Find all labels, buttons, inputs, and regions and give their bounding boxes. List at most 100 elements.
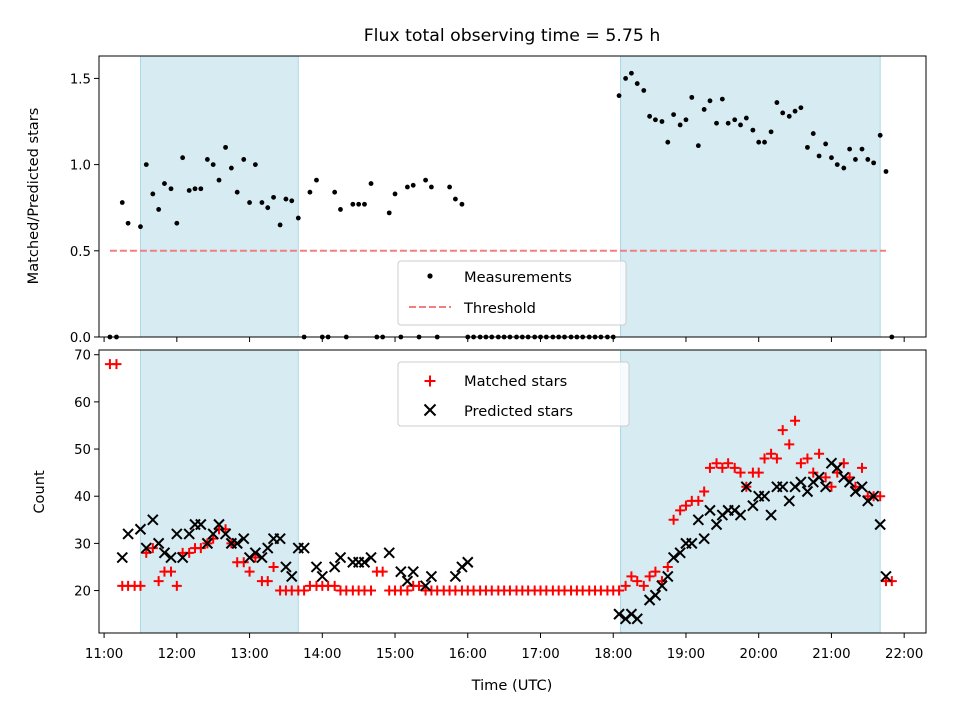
- measurements-point: [738, 122, 743, 128]
- matched-stars-point: [808, 467, 819, 478]
- matched-stars-point: [644, 571, 655, 582]
- predicted-stars-point: [449, 570, 462, 583]
- matched-stars-point: [668, 514, 679, 525]
- predicted-stars-point: [147, 514, 159, 526]
- bottom-legend: Matched stars Predicted stars: [397, 361, 630, 427]
- measurements-point: [198, 186, 204, 192]
- matched-stars-point: [729, 462, 740, 473]
- measurements-point: [277, 222, 283, 228]
- measurements-point: [350, 201, 356, 207]
- matched-stars-point: [153, 576, 164, 587]
- predicted-stars-point: [783, 495, 795, 507]
- measurements-point: [847, 146, 853, 152]
- measurements-point: [677, 122, 683, 128]
- measurements-point: [228, 165, 234, 171]
- measurements-point: [816, 153, 822, 159]
- matched-stars-point: [262, 576, 273, 587]
- measurements-point: [743, 115, 749, 121]
- predicted-stars-point: [395, 565, 407, 578]
- matched-stars-point: [414, 580, 425, 591]
- predicted-stars-point: [674, 547, 686, 559]
- matched-stars-point: [856, 462, 867, 473]
- measurements-point: [683, 117, 689, 123]
- measurements-point: [453, 196, 458, 202]
- measurements-point: [714, 120, 719, 126]
- measurements-point: [223, 144, 228, 150]
- measurements-point: [641, 88, 647, 93]
- measurements-point: [829, 155, 834, 161]
- matched-stars-point: [814, 448, 825, 459]
- measurements-point: [410, 182, 416, 188]
- bottom-panel: 20 30 40 50 60 70 11:00 12:00 13:00 14:00 15:00 16:…: [31, 349, 927, 694]
- matched-stars-point: [723, 458, 734, 469]
- x-tick-label: 15:00: [376, 647, 414, 662]
- matched-stars-point: [795, 458, 806, 469]
- matched-stars-point: [244, 566, 255, 577]
- measurements-point: [143, 162, 149, 168]
- predicted-stars-point: [813, 471, 825, 484]
- measurements-point: [216, 177, 222, 183]
- predicted-stars-point: [383, 547, 395, 559]
- predicted-stars-point: [795, 476, 807, 488]
- predicted-stars-point: [747, 499, 759, 512]
- predicted-stars-point: [165, 551, 177, 564]
- predicted-stars-point: [316, 570, 329, 583]
- matched-stars-point: [650, 566, 661, 577]
- predicted-stars-point: [274, 532, 286, 545]
- matched-stars-point: [329, 580, 340, 591]
- legend-label-threshold: Threshold: [463, 300, 536, 317]
- predicted-stars-point: [116, 551, 128, 564]
- measurements-point: [162, 181, 167, 186]
- predicted-stars-point: [843, 476, 856, 488]
- x-tick-label: 11:00: [85, 647, 123, 662]
- predicted-stars-point: [801, 485, 814, 498]
- measurements-point: [423, 177, 428, 183]
- measurements-point: [259, 200, 265, 205]
- measurements-point: [174, 220, 180, 226]
- legend-label-matched-stars: Matched stars: [464, 373, 567, 390]
- predicted-stars-point: [176, 551, 189, 564]
- measurements-point: [653, 117, 658, 123]
- legend-label-measurements: Measurements: [464, 269, 572, 286]
- top-legend: Measurements Threshold: [397, 260, 627, 326]
- predicted-stars-point: [207, 528, 219, 540]
- legend-marker-measurements: [427, 273, 433, 279]
- predicted-stars-point: [631, 613, 643, 625]
- predicted-stars-point: [758, 490, 771, 502]
- matched-stars-point: [680, 500, 691, 511]
- measurements-point: [756, 139, 762, 145]
- measurements-point: [186, 188, 192, 193]
- measurements-point: [647, 113, 653, 119]
- matched-stars-point: [166, 566, 177, 577]
- measurements-point: [659, 119, 665, 124]
- measurements-point: [362, 201, 367, 207]
- measurements-point: [798, 105, 804, 111]
- x-tick-label: 22:00: [885, 647, 923, 662]
- measurements-point: [665, 139, 671, 145]
- measurements-point: [404, 184, 410, 190]
- measurements-point: [823, 141, 829, 147]
- measurements-point: [314, 177, 319, 183]
- predicted-stars-point: [656, 580, 668, 592]
- measurements-point: [156, 207, 162, 212]
- measurements-point: [877, 132, 883, 138]
- measurements-point: [853, 157, 858, 162]
- predicted-stars-point: [286, 570, 298, 583]
- predicted-stars-point: [692, 514, 705, 526]
- x-axis-label: Time (UTC): [471, 677, 553, 694]
- measurements-point: [725, 120, 731, 126]
- measurements-point: [707, 98, 713, 104]
- bottom-series: [104, 359, 897, 625]
- top-ticks: 0.0 0.5 1.0 1.5: [70, 72, 905, 346]
- measurements-point: [119, 200, 125, 205]
- measurements-point: [883, 169, 889, 174]
- predicted-stars-point: [310, 561, 323, 573]
- predicted-stars-point: [256, 551, 268, 564]
- predicted-stars-point: [328, 561, 341, 573]
- measurements-point: [805, 144, 810, 150]
- measurements-point: [150, 191, 156, 197]
- matched-stars-point: [147, 543, 158, 554]
- measurements-point: [841, 165, 847, 171]
- measurements-point: [356, 201, 362, 207]
- matched-stars-point: [838, 458, 849, 469]
